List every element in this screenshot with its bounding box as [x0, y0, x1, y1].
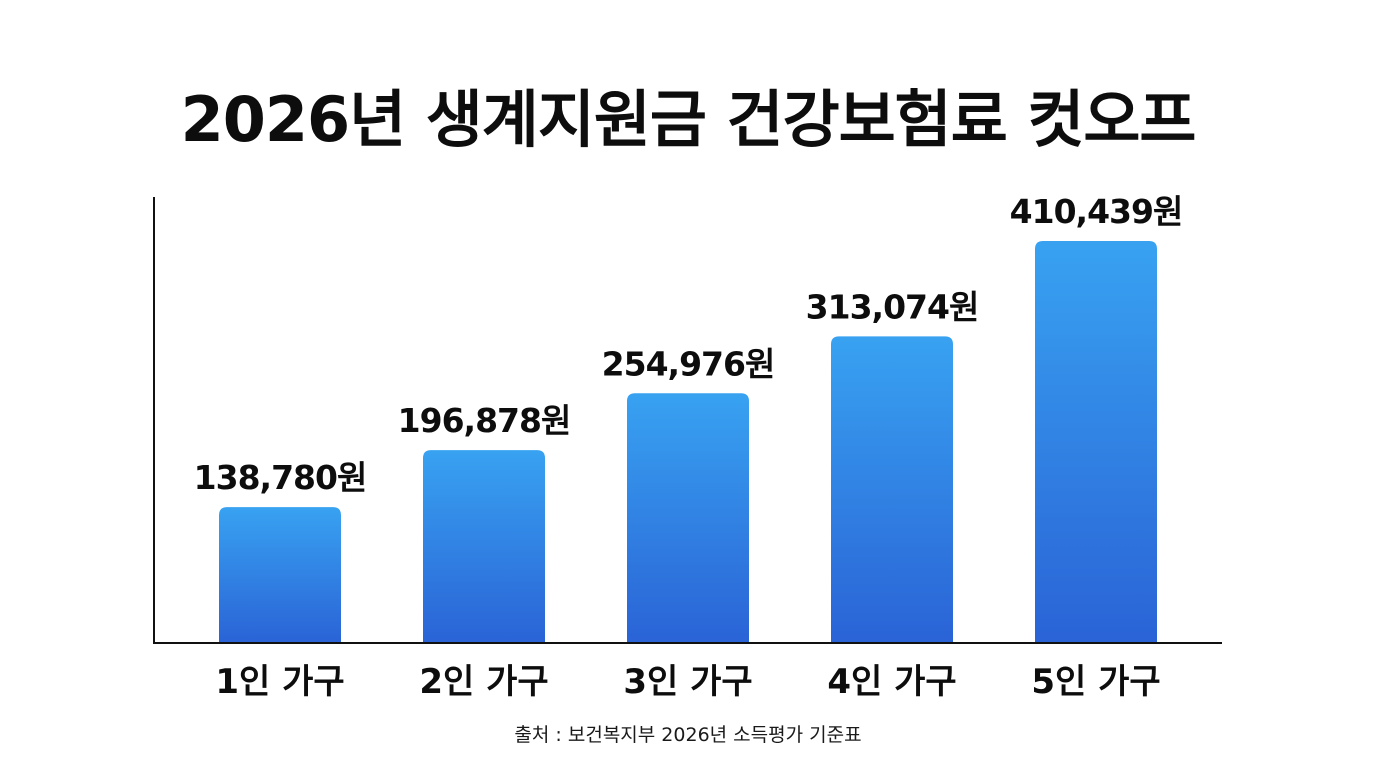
bars-layer: [219, 241, 1157, 643]
value-label-4: 313,074원: [806, 287, 979, 326]
value-label-5: 410,439원: [1010, 192, 1183, 231]
bar-4: [831, 336, 953, 643]
category-label-2: 2인 가구: [419, 662, 548, 702]
category-label-4: 4인 가구: [827, 662, 956, 702]
category-label-3: 3인 가구: [623, 662, 752, 702]
value-label-1: 138,780원: [194, 458, 367, 497]
bar-5: [1035, 241, 1157, 643]
chart-title: 2026년 생계지원금 건강보험료 컷오프: [180, 83, 1197, 156]
value-label-2: 196,878원: [398, 401, 571, 440]
bar-2: [423, 450, 545, 643]
bar-1: [219, 507, 341, 643]
source-note: 출처 : 보건복지부 2026년 소득평가 기준표: [514, 724, 862, 746]
value-label-3: 254,976원: [602, 344, 775, 383]
bar-3: [627, 393, 749, 643]
category-label-1: 1인 가구: [215, 662, 344, 702]
labels-layer: 138,780원 1인 가구 196,878원 2인 가구 254,976원 3인 가구 3…: [194, 192, 1184, 702]
category-label-5: 5인 가구: [1031, 662, 1160, 702]
